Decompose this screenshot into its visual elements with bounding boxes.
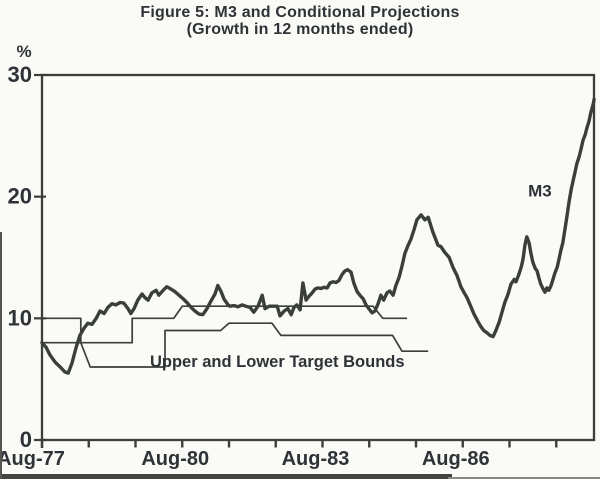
x-tick-label: Aug-86	[422, 448, 490, 470]
y-tick-label: 20	[8, 184, 32, 209]
m3-line	[40, 97, 596, 375]
lower-bound-line	[42, 322, 429, 368]
x-tick-label: Aug-77	[0, 448, 65, 470]
scan-artifact-bottom	[0, 474, 452, 479]
y-tick-label: 10	[8, 305, 32, 330]
plot-frame	[40, 73, 596, 442]
figure-title-line2: (Growth in 12 months ended)	[186, 21, 414, 38]
scan-artifact-left	[0, 232, 2, 479]
x-tick-label: Aug-80	[141, 448, 209, 470]
target-bounds-label: Upper and Lower Target Bounds	[150, 353, 405, 371]
figure-title-line1: Figure 5: M3 and Conditional Projections	[140, 4, 460, 21]
x-tick-label: Aug-83	[282, 448, 350, 470]
m3-series-label: M3	[528, 182, 552, 201]
upper-bound-line	[42, 305, 408, 344]
scan-artifact-bottom2	[448, 477, 600, 479]
y-tick-label: 30	[8, 62, 32, 87]
figure-title: Figure 5: M3 and Conditional Projections…	[0, 4, 600, 38]
y-tick-label: 0	[20, 427, 32, 452]
y-axis-unit-label: %	[16, 42, 31, 61]
